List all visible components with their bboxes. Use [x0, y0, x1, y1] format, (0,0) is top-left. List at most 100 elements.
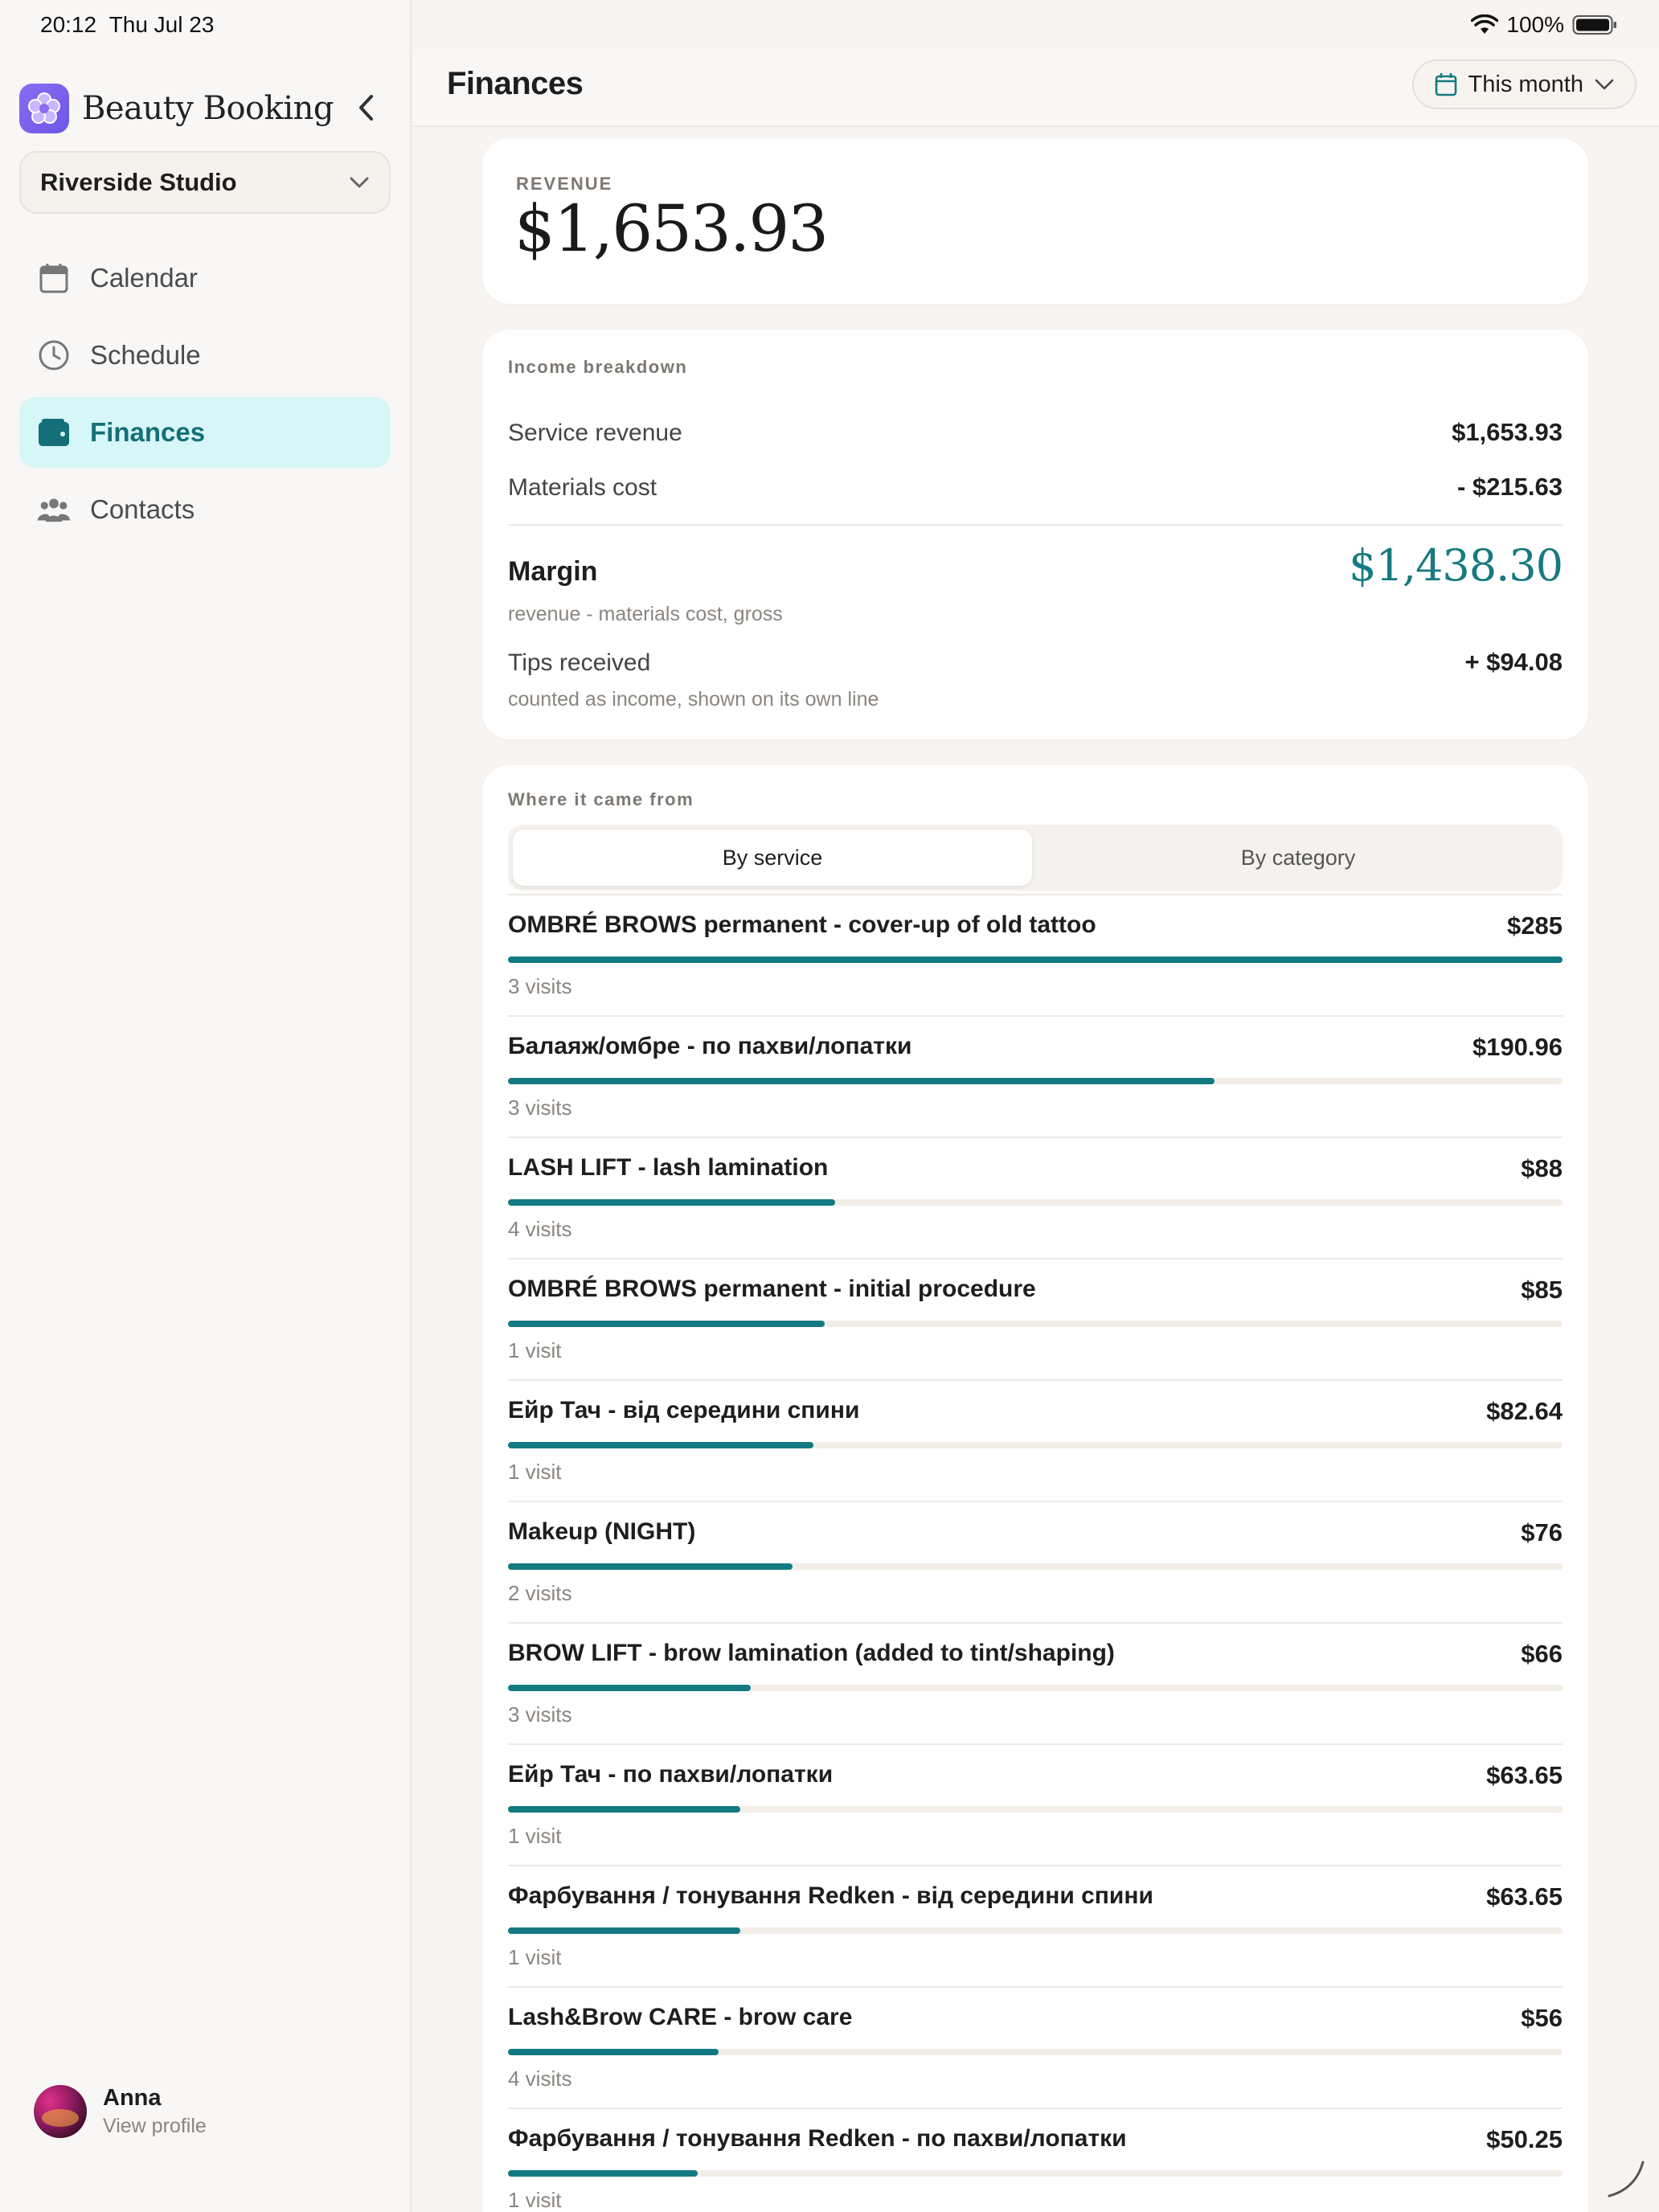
service-name: Ейр Тач - від середини спини — [508, 1397, 860, 1423]
service-list: OMBRÉ BROWS permanent - cover-up of old … — [508, 894, 1563, 2212]
sidebar-item-label: Contacts — [90, 494, 195, 524]
sidebar-item-label: Schedule — [90, 340, 201, 370]
margin-note: revenue - materials cost, gross — [508, 603, 783, 625]
status-bar: 20:12 Thu Jul 23 100% — [0, 0, 1659, 50]
studio-select[interactable]: Riverside Studio — [19, 151, 391, 214]
list-item[interactable]: Ейр Тач - по пахви/лопатки $63.65 1 visit — [508, 1743, 1563, 1865]
tab-by-service[interactable]: By service — [513, 830, 1032, 886]
service-amount: $50.25 — [1486, 2125, 1563, 2153]
service-visits: 1 visit — [508, 1460, 562, 1484]
income-sources-card: Where it came from By service By categor… — [482, 765, 1588, 2212]
tips-note: counted as income, shown on its own line — [508, 688, 879, 711]
list-item[interactable]: Фарбування / тонування Redken - від сере… — [508, 1865, 1563, 1986]
revenue-label: REVENUE — [516, 174, 613, 194]
sidebar-item-label: Finances — [90, 417, 206, 447]
sidebar-nav: Calendar Schedule Finances Contacts — [19, 243, 391, 551]
service-visits: 2 visits — [508, 1581, 572, 1605]
service-name: Фарбування / тонування Redken - від сере… — [508, 1882, 1153, 1909]
share-bar-fill — [508, 2170, 698, 2177]
sidebar-item-schedule[interactable]: Schedule — [19, 320, 391, 391]
list-item[interactable]: LASH LIFT - lash lamination $88 4 visits — [508, 1137, 1563, 1258]
list-item[interactable]: Makeup (NIGHT) $76 2 visits — [508, 1501, 1563, 1622]
status-time: 20:12 Thu Jul 23 — [40, 12, 215, 37]
margin-value: $1,438.30 — [1349, 540, 1563, 591]
service-visits: 1 visit — [508, 1824, 562, 1848]
share-bar-track — [508, 1563, 1563, 1570]
list-item[interactable]: Балаяж/омбре - по пахви/лопатки $190.96 3 … — [508, 1015, 1563, 1137]
chevron-left-icon — [359, 95, 373, 121]
service-amount: $190.96 — [1472, 1033, 1563, 1061]
share-bar-track — [508, 2049, 1563, 2055]
resize-grip-icon — [1608, 2161, 1645, 2198]
margin-row: Margin $1,438.30 — [508, 540, 1563, 591]
service-visits: 1 visit — [508, 2188, 562, 2212]
period-label: This month — [1468, 71, 1583, 97]
share-bar-fill — [508, 1199, 835, 1206]
share-bar-track — [508, 1078, 1563, 1084]
service-amount: $63.65 — [1486, 1761, 1563, 1789]
battery-icon — [1572, 15, 1616, 35]
profile-link[interactable]: Anna View profile — [34, 2085, 207, 2138]
list-item[interactable]: OMBRÉ BROWS permanent - cover-up of old … — [508, 894, 1563, 1015]
list-item[interactable]: Фарбування / тонування Redken - по пахви… — [508, 2108, 1563, 2212]
service-name: Фарбування / тонування Redken - по пахви… — [508, 2125, 1127, 2152]
tips-row: Tips received + $94.08 — [508, 648, 1563, 677]
share-bar-track — [508, 1806, 1563, 1813]
revenue-card: REVENUE $1,653.93 — [482, 138, 1588, 304]
service-name: BROW LIFT - brow lamination (added to ti… — [508, 1640, 1115, 1666]
service-revenue-row: Service revenue $1,653.93 — [508, 418, 1563, 447]
service-name: LASH LIFT - lash lamination — [508, 1154, 829, 1181]
share-bar-fill — [508, 956, 1563, 963]
status-indicators: 100% — [1471, 12, 1617, 38]
service-amount: $63.65 — [1486, 1882, 1563, 1911]
share-bar-track — [508, 1685, 1563, 1691]
brand-name: Beauty Booking — [82, 90, 334, 127]
share-bar-fill — [508, 1078, 1215, 1084]
people-icon — [37, 493, 71, 526]
service-name: Ейр Тач - по пахви/лопатки — [508, 1761, 834, 1788]
service-visits: 1 visit — [508, 1945, 562, 1969]
avatar — [34, 2085, 87, 2138]
margin-label: Margin — [508, 556, 598, 587]
service-visits: 1 visit — [508, 1338, 562, 1362]
calendar-icon — [37, 261, 71, 295]
collapse-sidebar-button[interactable] — [350, 90, 383, 125]
profile-name: Anna — [103, 2085, 162, 2111]
brand: Beauty Booking — [19, 84, 334, 133]
page-title: Finances — [447, 66, 584, 101]
view-profile-link[interactable]: View profile — [103, 2115, 207, 2137]
service-visits: 3 visits — [508, 1096, 572, 1120]
chevron-down-icon — [350, 177, 369, 188]
share-bar-track — [508, 2170, 1563, 2177]
share-bar-fill — [508, 2049, 719, 2055]
share-bar-track — [508, 956, 1563, 963]
list-item[interactable]: BROW LIFT - brow lamination (added to ti… — [508, 1622, 1563, 1743]
list-item[interactable]: Ейр Тач - від середини спини $82.64 1 visi… — [508, 1379, 1563, 1501]
sidebar-item-contacts[interactable]: Contacts — [19, 474, 391, 545]
sidebar: Beauty Booking Riverside Studio Calendar… — [0, 0, 412, 2212]
materials-cost-label: Materials cost — [508, 474, 657, 501]
list-item[interactable]: Lash&Brow CARE - brow care $56 4 visits — [508, 1986, 1563, 2108]
sources-label: Where it came from — [508, 789, 694, 809]
period-select-button[interactable]: This month — [1411, 59, 1636, 109]
service-visits: 4 visits — [508, 1217, 572, 1241]
service-amount: $285 — [1507, 911, 1563, 940]
wallet-icon — [37, 416, 71, 449]
sidebar-item-finances[interactable]: Finances — [19, 397, 391, 468]
service-amount: $76 — [1521, 1518, 1563, 1546]
tips-label: Tips received — [508, 649, 651, 676]
battery-percent: 100% — [1506, 12, 1564, 37]
service-name: Makeup (NIGHT) — [508, 1518, 696, 1545]
service-amount: $82.64 — [1486, 1397, 1563, 1425]
tab-by-category[interactable]: By category — [1240, 845, 1356, 870]
list-item[interactable]: OMBRÉ BROWS permanent - initial procedur… — [508, 1258, 1563, 1379]
service-revenue-value: $1,653.93 — [1452, 418, 1563, 446]
service-name: OMBRÉ BROWS permanent - cover-up of old … — [508, 911, 1096, 938]
share-bar-fill — [508, 1927, 740, 1934]
share-bar-fill — [508, 1442, 814, 1448]
sidebar-item-calendar[interactable]: Calendar — [19, 243, 391, 313]
chevron-down-icon — [1595, 79, 1614, 90]
flower-logo-icon — [19, 84, 69, 133]
income-breakdown-card: Income breakdown Service revenue $1,653.… — [482, 330, 1588, 739]
share-bar-track — [508, 1321, 1563, 1327]
